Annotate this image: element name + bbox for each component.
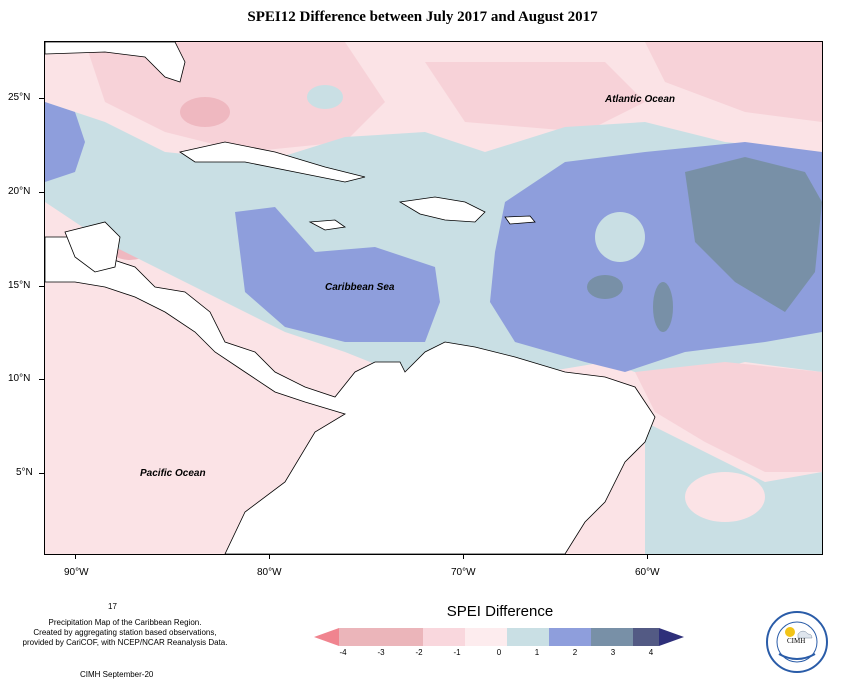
colorbar-segment	[633, 628, 659, 646]
colorbar-segment	[465, 628, 507, 646]
pacific-ocean-label: Pacific Ocean	[140, 468, 206, 479]
spei-field	[45, 42, 822, 554]
y-tick-label: 20°N	[8, 186, 31, 197]
y-tick-mark	[39, 473, 44, 474]
caribbean-sea-label: Caribbean Sea	[325, 282, 395, 293]
footnote-text: Precipitation Map of the Caribbean Regio…	[10, 618, 240, 648]
x-tick-label: 80°W	[257, 567, 282, 578]
y-tick-label: 25°N	[8, 92, 31, 103]
colorbar	[314, 628, 684, 646]
colorbar-segment	[591, 628, 633, 646]
footnote-line: Precipitation Map of the Caribbean Regio…	[48, 618, 202, 627]
sun-icon	[785, 627, 795, 637]
colorbar-label: -2	[415, 648, 423, 657]
colorbar-segment	[423, 628, 465, 646]
y-tick-label: 10°N	[8, 373, 31, 384]
colorbar-arrow-right	[659, 628, 684, 646]
y-tick-mark	[39, 98, 44, 99]
colorbar-label: 0	[496, 648, 502, 657]
cimh-logo	[766, 611, 828, 673]
colorbar-segment	[381, 628, 423, 646]
y-tick-label: 5°N	[16, 467, 33, 478]
y-tick-label: 15°N	[8, 280, 31, 291]
colorbar-segment	[507, 628, 549, 646]
map-title: SPEI12 Difference between July 2017 and …	[247, 9, 598, 25]
colorbar-label: -3	[377, 648, 385, 657]
x-tick-mark	[463, 554, 464, 559]
footnote-line: Created by aggregating station based obs…	[33, 628, 217, 637]
colorbar-label: 2	[572, 648, 578, 657]
x-tick-mark	[269, 554, 270, 559]
x-tick-label: 70°W	[451, 567, 476, 578]
credit-line: CIMH September-20	[80, 670, 154, 679]
colorbar-label: 4	[648, 648, 654, 657]
colorbar-label: 1	[534, 648, 540, 657]
x-tick-label: 60°W	[635, 567, 660, 578]
colorbar-arrow-left	[314, 628, 339, 646]
y-tick-mark	[39, 286, 44, 287]
legend-title: SPEI Difference	[446, 603, 554, 620]
y-tick-mark	[39, 379, 44, 380]
colorbar-segment	[549, 628, 591, 646]
colorbar-segment	[339, 628, 381, 646]
x-tick-mark	[75, 554, 76, 559]
footnote-number: 17	[108, 602, 117, 611]
x-tick-mark	[647, 554, 648, 559]
x-tick-label: 90°W	[64, 567, 89, 578]
colorbar-label: -4	[339, 648, 347, 657]
colorbar-label: -1	[453, 648, 461, 657]
cloud-icon	[797, 630, 813, 639]
map-area: Atlantic Ocean Caribbean Sea Pacific Oce…	[44, 41, 823, 555]
logo-text: CIMH	[787, 637, 806, 645]
atlantic-ocean-label: Atlantic Ocean	[605, 94, 676, 105]
colorbar-label: 3	[610, 648, 616, 657]
footnote-line: provided by CariCOF, with NCEP/NCAR Rean…	[22, 638, 228, 647]
y-tick-mark	[39, 192, 44, 193]
